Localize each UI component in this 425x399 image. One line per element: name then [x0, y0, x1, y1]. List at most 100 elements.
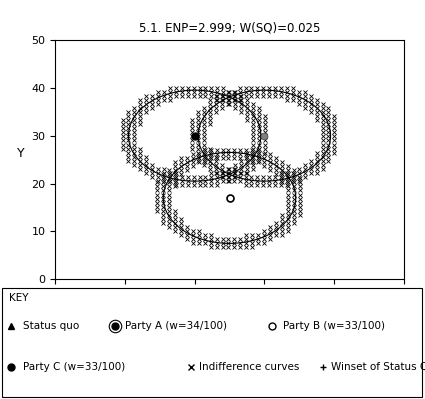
Point [255, 172, 262, 178]
Point [250, 171, 257, 177]
Point [209, 148, 216, 154]
Point [178, 169, 185, 176]
Point [216, 148, 223, 154]
Point [208, 151, 215, 158]
Point [235, 119, 242, 125]
Point [229, 154, 235, 160]
Point [197, 142, 204, 148]
Point [215, 148, 222, 154]
Point [204, 139, 211, 146]
Point [205, 156, 212, 163]
Point [207, 152, 213, 159]
Point [212, 144, 219, 151]
Point [217, 120, 224, 127]
Point [249, 158, 256, 165]
Point [214, 119, 221, 125]
Point [219, 149, 226, 155]
Point [226, 146, 233, 152]
Point [270, 163, 277, 169]
Point [248, 130, 255, 136]
Point [227, 166, 234, 172]
Point [207, 154, 214, 160]
Point [235, 108, 242, 115]
Point [206, 132, 212, 138]
Point [175, 170, 182, 176]
Point [211, 145, 218, 151]
Point [274, 165, 281, 172]
Point [241, 137, 248, 144]
Point [237, 164, 244, 170]
Point [245, 112, 252, 119]
Point [242, 155, 249, 161]
Point [238, 166, 244, 173]
Point [217, 135, 224, 141]
Point [230, 163, 236, 169]
Point [252, 177, 259, 184]
Point [183, 171, 190, 177]
Point [204, 112, 211, 119]
Point [231, 126, 238, 133]
Point [220, 145, 227, 151]
Point [230, 162, 236, 168]
Point [213, 150, 220, 156]
Point [224, 154, 231, 160]
Point [198, 129, 205, 135]
Point [230, 99, 236, 106]
Point [207, 168, 213, 174]
Point [199, 162, 206, 168]
Point [201, 138, 208, 145]
Point [228, 101, 235, 108]
Point [224, 109, 231, 116]
Point [220, 162, 227, 168]
Point [241, 151, 248, 158]
Point [216, 163, 223, 169]
Point [226, 158, 232, 164]
Point [216, 152, 223, 159]
Point [221, 133, 228, 140]
Point [243, 116, 249, 122]
Point [218, 143, 225, 150]
Point [190, 172, 197, 178]
Point [236, 159, 243, 166]
Point [236, 151, 243, 158]
Point [224, 125, 231, 132]
Point [227, 168, 234, 174]
Point [238, 123, 245, 129]
Point [238, 170, 244, 177]
Point [269, 166, 276, 173]
Point [182, 169, 189, 176]
Point [240, 166, 246, 172]
Point [200, 166, 207, 173]
Point [254, 172, 261, 178]
Point [238, 117, 244, 124]
Point [270, 164, 277, 171]
Point [247, 172, 254, 178]
Point [246, 162, 253, 168]
Point [232, 161, 238, 168]
Point [212, 120, 218, 127]
Point [230, 143, 236, 150]
Point [244, 171, 251, 177]
Point [241, 160, 248, 167]
Point [239, 162, 246, 169]
Point [212, 159, 219, 166]
Point [205, 174, 212, 180]
Point [236, 167, 243, 173]
Point [206, 119, 212, 125]
Point [238, 145, 244, 151]
Point [224, 122, 230, 128]
Point [238, 118, 245, 124]
Point [240, 138, 247, 145]
Point [198, 147, 205, 154]
Point [218, 151, 225, 158]
Point [252, 143, 259, 150]
Point [214, 155, 221, 161]
Point [215, 156, 222, 162]
Point [222, 160, 229, 166]
Point [206, 119, 212, 125]
Point [249, 137, 256, 144]
Point [252, 158, 258, 165]
Point [226, 138, 233, 144]
Point [229, 167, 235, 173]
Point [226, 170, 233, 177]
